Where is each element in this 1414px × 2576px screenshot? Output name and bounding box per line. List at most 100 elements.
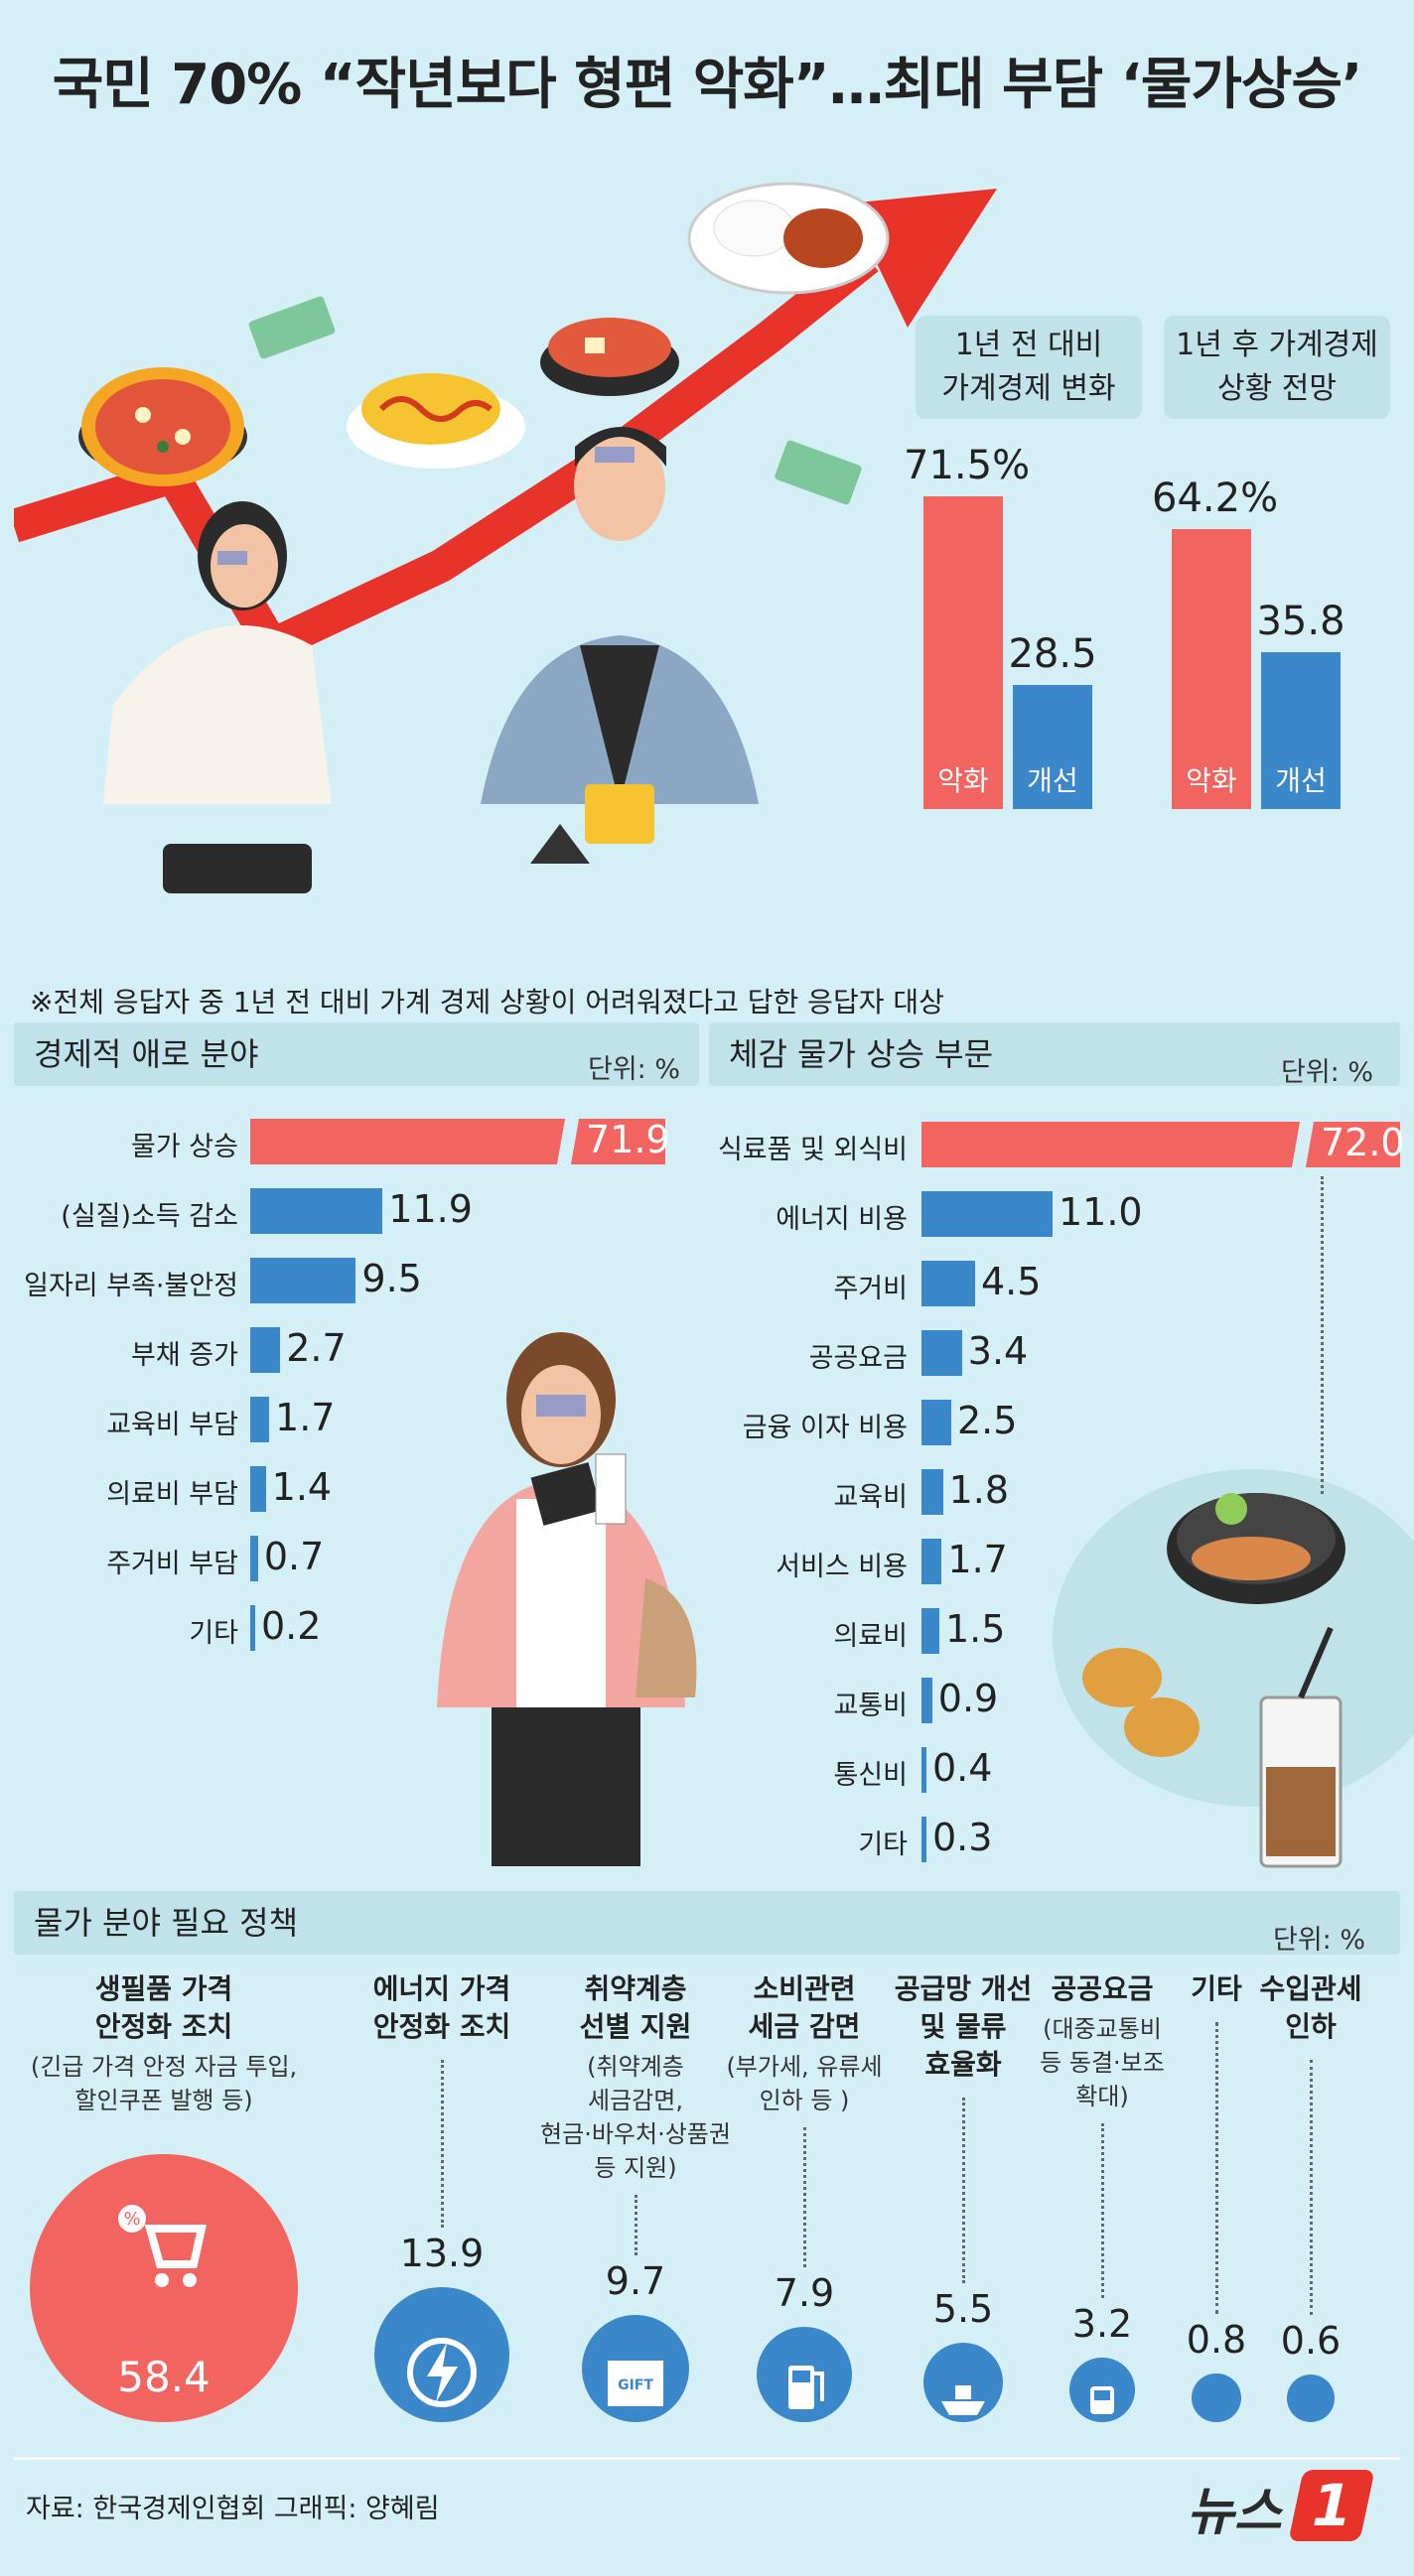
bar-value: 11.0: [1059, 1190, 1143, 1234]
bar: [250, 1466, 266, 1512]
policy-value: 9.7: [605, 2258, 666, 2303]
bar: [921, 1747, 926, 1793]
bar-value: 0.3: [932, 1816, 993, 1859]
woman-illustration: [103, 501, 332, 804]
category-label: 일자리 부족·불안정: [24, 1271, 238, 1301]
bar-better: [1013, 684, 1092, 809]
bar-value: 28.5: [1008, 630, 1097, 677]
policy-heading: 취약계층 선별 지원: [579, 1972, 692, 2043]
bar: [250, 1605, 255, 1651]
category-label: 교통비: [833, 1691, 908, 1721]
panel-heading-policy: 물가 분야 필요 정책: [14, 1891, 1400, 1955]
news1-logo: 뉴스: [1187, 2483, 1282, 2542]
bar-value: 3.4: [967, 1329, 1029, 1373]
unit-label: 단위: %: [1281, 1057, 1374, 1088]
category-label: 기타: [858, 1830, 908, 1860]
bar: [250, 1119, 665, 1164]
policy-value: 7.9: [774, 2270, 835, 2315]
policy-value: 0.8: [1186, 2317, 1247, 2362]
bar: [921, 1400, 951, 1445]
chart-heading: 1년 후 가계경제 상황 전망: [1164, 316, 1390, 419]
bar-value: 1.7: [947, 1538, 1008, 1581]
policy-heading: 생필품 가격 안정화 조치: [94, 1972, 233, 2043]
bar-value: 9.5: [361, 1257, 422, 1300]
bar-worse: [1172, 528, 1251, 809]
connector-line: [1215, 2022, 1218, 2314]
policy-detail: (긴급 가격 안정 자금 투입, 할인쿠폰 발행 등): [30, 2053, 298, 2114]
bar-value: 0.7: [263, 1535, 325, 1578]
bar: [921, 1469, 943, 1515]
bar-value: 71.5%: [904, 443, 1031, 489]
bar: [921, 1608, 939, 1654]
policy-value: 0.6: [1280, 2319, 1342, 2364]
bar-value: 71.9: [586, 1118, 670, 1161]
bar-value: 1.7: [275, 1396, 336, 1439]
fuel-pump-icon: [788, 2366, 824, 2409]
connector-line: [1321, 1176, 1324, 1494]
svg-text:%: %: [123, 2209, 140, 2230]
category-label: 부채 증가: [131, 1340, 238, 1371]
bar: [921, 1330, 962, 1376]
category-label: 금융 이자 비용: [742, 1413, 908, 1443]
policy-value: 58.4: [117, 2353, 211, 2401]
policy-heading: 공급망 개선 및 물류 효율화: [894, 1972, 1033, 2081]
bar-value: 1.5: [945, 1607, 1006, 1651]
bar: [921, 1678, 932, 1723]
category-label: 공공요금: [808, 1343, 908, 1374]
category-label: 의료비 부담: [106, 1479, 238, 1510]
cart-percent-icon: %: [118, 2205, 207, 2287]
panel-heading-inflation: 체감 물가 상승 부문: [709, 1022, 1400, 1086]
category-label: 주거비 부담: [106, 1549, 238, 1579]
bar-label: 악화: [1186, 764, 1237, 797]
bar-worse: [923, 496, 1003, 809]
stew-icon: [540, 318, 679, 396]
connector-line: [635, 2195, 637, 2255]
bar-value: 0.9: [937, 1677, 999, 1720]
category-label: 교육비 부담: [106, 1410, 238, 1440]
bar: [250, 1397, 270, 1442]
hero-illustration: [14, 182, 997, 893]
bar-value: 1.8: [948, 1468, 1010, 1512]
man-illustration: [481, 427, 759, 844]
policy-value: 5.5: [932, 2286, 994, 2331]
policy-circle: [1287, 2374, 1335, 2422]
bar: [921, 1261, 975, 1306]
svg-text:GIFT: GIFT: [618, 2377, 653, 2393]
bar-value: 72.0: [1321, 1121, 1405, 1164]
coffee-icon: [1259, 1626, 1343, 1868]
bar-label: 개선: [1027, 764, 1078, 797]
connector-line: [441, 2060, 444, 2229]
bar-label: 악화: [937, 764, 989, 797]
bento-icon: [163, 844, 312, 893]
bar-value: 2.7: [286, 1326, 347, 1370]
policy-heading: 에너지 가격 안정화 조치: [372, 1972, 511, 2043]
bar: [250, 1327, 281, 1373]
policy-value: 13.9: [399, 2232, 485, 2276]
woman-with-receipt-illustration: [437, 1332, 697, 1866]
bar: [921, 1539, 942, 1584]
category-label: 의료비: [833, 1621, 908, 1652]
policy-detail: (대중교통비 등 동결·보조 확대): [1040, 2015, 1165, 2110]
policy-detail: (취약계층 세금감면, 현금·바우처·상품권 등 지원): [540, 2053, 731, 2182]
bar: [921, 1191, 1053, 1237]
panel-heading-hardship: 경제적 애로 분야: [14, 1022, 699, 1086]
bar-value: 0.4: [932, 1746, 993, 1790]
news1-logo-badge: 1: [1288, 2470, 1375, 2541]
source-credit: 자료: 한국경제인협회 그래픽: 양혜림: [26, 2494, 440, 2524]
bar-label: 개선: [1275, 764, 1327, 797]
category-label: 물가 상승: [131, 1132, 238, 1162]
food-illustration: [1053, 1469, 1414, 1868]
policy-value: 3.2: [1071, 2301, 1133, 2346]
gift-icon: GIFT: [608, 2361, 663, 2406]
rice-ball-icon: [530, 824, 590, 864]
policy-heading: 소비관련 세금 감면: [748, 1972, 861, 2043]
bar: [250, 1188, 383, 1234]
bar-better: [1261, 652, 1341, 809]
footer-divider: [14, 2457, 1400, 2460]
connector-line: [1101, 2123, 1104, 2298]
policy-circle: [1192, 2373, 1241, 2422]
category-label: 통신비: [833, 1760, 908, 1791]
category-label: 서비스 비용: [776, 1552, 908, 1582]
bar-value: 4.5: [981, 1260, 1042, 1303]
